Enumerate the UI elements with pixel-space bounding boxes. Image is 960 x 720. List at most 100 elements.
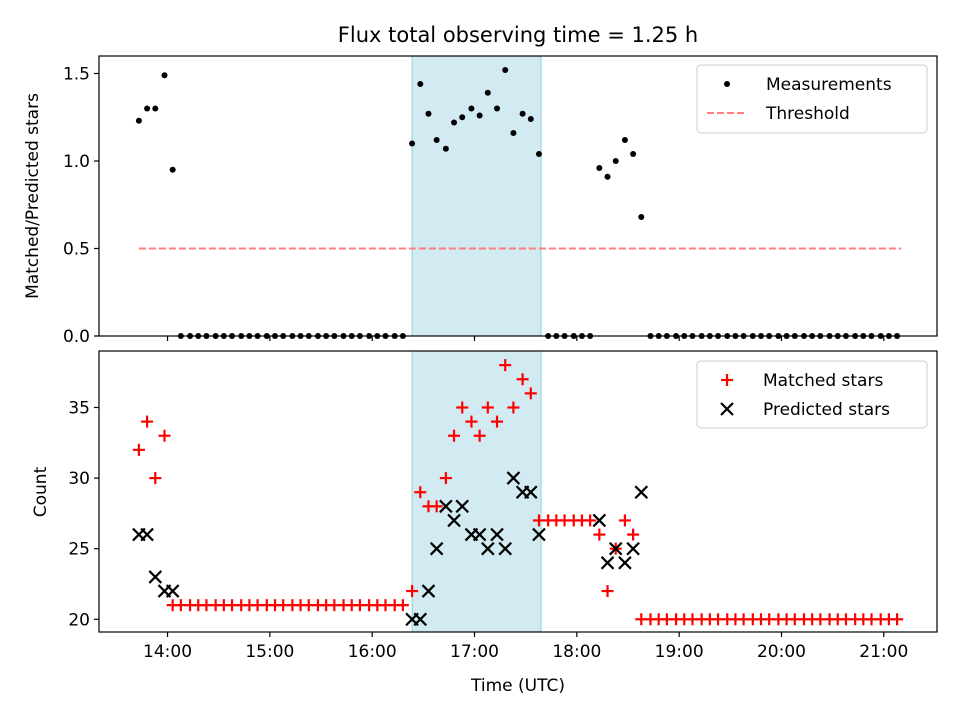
matched-star-point — [481, 401, 494, 414]
top-panel: 0.0 0.5 1.0 1.5 Matched/Predicted stars Mea… — [23, 55, 938, 347]
measurement-point — [527, 116, 534, 122]
predicted-star-point — [618, 556, 632, 570]
matched-star-point — [627, 528, 640, 541]
threshold-legend-label: Threshold — [765, 104, 850, 124]
y-tick-label: 0.0 — [63, 327, 90, 347]
matched-star-point — [406, 585, 419, 598]
bottom-legend: Matched stars Predicted stars — [696, 360, 928, 429]
predicted-star-point — [165, 584, 180, 598]
measurement-point — [535, 151, 542, 157]
y-tick-label: 25 — [68, 540, 90, 560]
y-tick-label: 1.0 — [63, 152, 90, 172]
bottom-y-axis-label: Count — [31, 466, 51, 517]
predicted-star-point — [472, 527, 487, 542]
predicted-star-point — [421, 584, 436, 598]
matched-star-point — [584, 514, 597, 527]
measurement-point — [484, 89, 491, 96]
predicted-star-point — [600, 556, 615, 570]
predicted-legend-label: Predicted stars — [763, 400, 890, 420]
bottom-panel: 20 25 30 35 14:00 15:00 16:00 17:00 18:00 19:00 2… — [31, 350, 938, 696]
measurement-point — [451, 119, 458, 126]
predicted-star-point — [626, 541, 640, 556]
top-legend: Measurements Threshold — [696, 64, 928, 134]
measurement-point — [409, 140, 416, 147]
predicted-star-point — [148, 570, 163, 584]
measurement-point — [612, 158, 619, 164]
measurement-point — [519, 110, 526, 117]
top-x-ticks — [166, 336, 885, 341]
bottom-legend-box — [696, 360, 928, 429]
predicted-legend-marker — [720, 402, 734, 416]
measurement-point — [169, 166, 176, 173]
chart-title: Flux total observing time = 1.25 h — [338, 23, 698, 47]
measurement-point — [502, 67, 509, 73]
y-tick-label: 30 — [68, 469, 90, 489]
matched-star-point — [516, 373, 529, 386]
measurement-point — [596, 165, 603, 171]
measurement-point — [621, 137, 628, 143]
matched-star-point — [524, 387, 537, 400]
predicted-star-point — [634, 485, 649, 499]
predicted-star-point — [481, 541, 495, 556]
x-tick-label: 16:00 — [348, 642, 397, 662]
predicted-star-point — [140, 527, 154, 542]
matched-star-point — [593, 528, 606, 541]
predicted-star-point — [439, 499, 453, 514]
bottom-y-axis: 20 25 30 35 — [68, 398, 99, 630]
matched-star-point — [396, 599, 409, 612]
bottom-axes-frame — [98, 350, 938, 633]
matched-star-point — [465, 415, 478, 428]
top-shaded-interval — [411, 55, 542, 337]
matched-star-point — [499, 359, 512, 372]
predicted-star-point — [608, 541, 623, 556]
predicted-star-point — [447, 513, 461, 528]
y-tick-label: 0.5 — [63, 240, 90, 260]
measurement-point — [638, 214, 645, 220]
measurement-point — [494, 105, 501, 112]
measurement-point — [433, 137, 440, 143]
measurement-point — [161, 72, 168, 79]
measurement-point — [135, 117, 142, 124]
y-tick-label: 35 — [68, 398, 90, 418]
predicted-star-point — [413, 612, 428, 627]
predicted-star-point — [506, 471, 521, 485]
measurement-point — [630, 151, 637, 157]
matched-star-point — [618, 514, 631, 527]
predicted-star-point — [429, 541, 444, 556]
top-y-axis-label: Matched/Predicted stars — [23, 93, 43, 299]
x-tick-label: 17:00 — [450, 642, 499, 662]
matched-star-point — [456, 401, 469, 414]
matched-legend-label: Matched stars — [763, 371, 883, 391]
measurement-point — [417, 81, 424, 87]
matched-star-point — [430, 500, 443, 513]
matched-star-point — [507, 401, 520, 414]
bottom-data-marks — [132, 359, 904, 627]
measurements-legend-marker — [724, 81, 730, 87]
matched-star-point — [149, 472, 162, 485]
predicted-star-point — [524, 485, 538, 499]
matched-star-point — [439, 472, 452, 485]
matched-star-point — [891, 613, 904, 626]
y-tick-label: 1.5 — [63, 65, 90, 85]
bottom-x-axis: 14:00 15:00 16:00 17:00 18:00 19:00 20:00 21:00 — [143, 632, 908, 662]
matched-star-point — [158, 429, 171, 442]
measurements-legend-label: Measurements — [766, 75, 892, 95]
matched-star-point — [491, 415, 504, 428]
predicted-star-point — [592, 513, 607, 528]
matched-legend-marker — [721, 374, 733, 386]
measurement-point — [442, 145, 449, 152]
matched-star-point — [141, 415, 154, 428]
y-tick-label: 20 — [68, 610, 90, 630]
x-tick-label: 18:00 — [552, 642, 601, 662]
x-tick-label: 14:00 — [143, 642, 192, 662]
measurement-point — [468, 105, 475, 112]
predicted-star-point — [490, 527, 504, 542]
top-legend-box — [696, 64, 928, 134]
measurement-point — [152, 105, 159, 112]
measurement-point — [459, 114, 466, 121]
x-tick-label: 21:00 — [859, 642, 908, 662]
measurement-point — [144, 105, 151, 112]
x-tick-label: 20:00 — [757, 642, 806, 662]
measurement-point — [476, 112, 483, 119]
predicted-star-point — [455, 499, 470, 514]
